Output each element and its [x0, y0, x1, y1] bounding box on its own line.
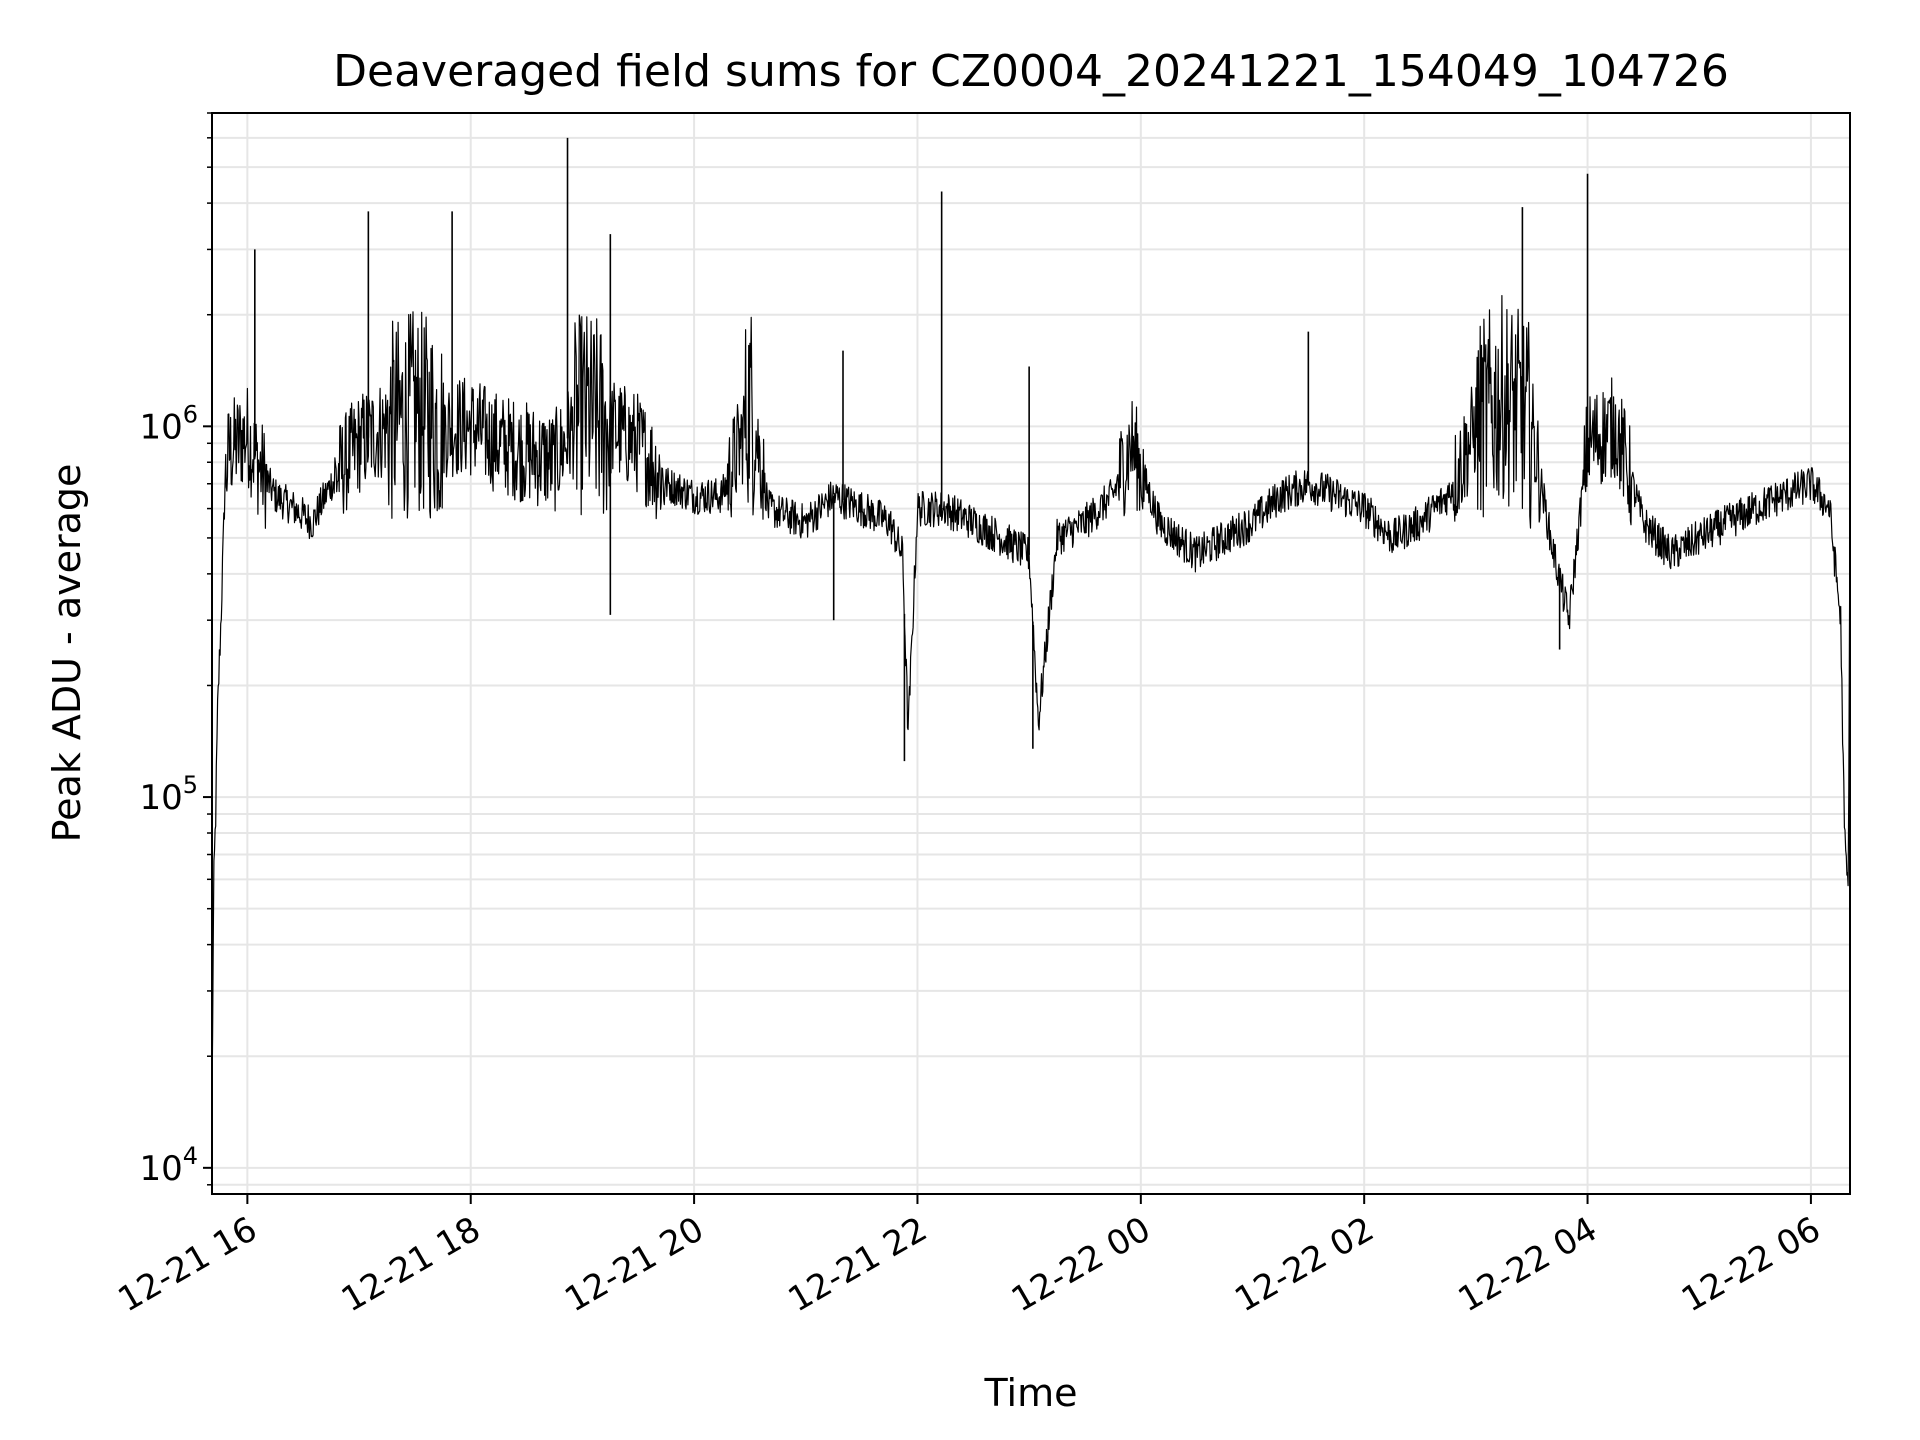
x-axis-label: Time [984, 1371, 1078, 1415]
y-axis: 104 105 106 [139, 112, 212, 1189]
y-axis-label: Peak ADU - average [45, 464, 89, 843]
series-line [211, 295, 1851, 1097]
grid-lines [212, 112, 1850, 1194]
series-layer [211, 137, 1851, 1097]
chart-title: Deaveraged field sums for CZ0004_2024122… [333, 46, 1729, 97]
y-tick-label: 105 [139, 771, 198, 818]
plot-frame [211, 112, 1851, 1195]
y-tick-label: 104 [139, 1142, 198, 1189]
y-tick-label: 106 [139, 400, 198, 447]
